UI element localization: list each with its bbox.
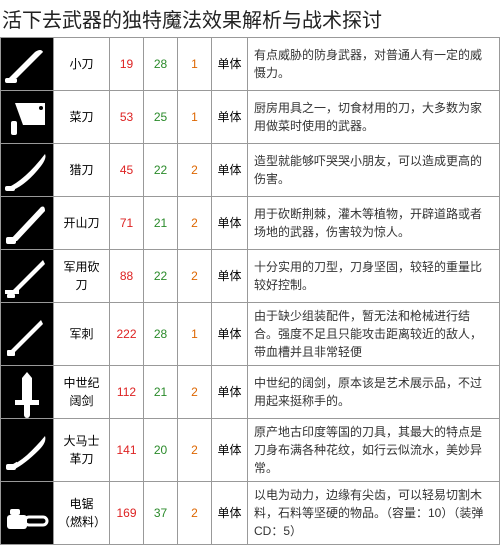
machete-icon [1,197,54,250]
weapon-desc: 原产地古印度等国的刀具，其最大的特点是刀身布满各种花纹，如行云似流水，美妙异常。 [248,419,500,482]
stat-3: 1 [178,91,212,144]
table-row: 军刺222281单体由于缺少组装配件，暂无法和枪械进行结合。强度不足且只能攻击距… [1,303,500,366]
target-type: 单体 [212,419,248,482]
target-type: 单体 [212,38,248,91]
stat-1: 19 [110,38,144,91]
stat-3: 2 [178,419,212,482]
weapon-name: 开山刀 [54,197,110,250]
page-title: 活下去武器的独特魔法效果解析与战术探讨 [0,0,500,37]
stat-2: 28 [144,38,178,91]
weapon-name: 军用砍刀 [54,250,110,303]
target-type: 单体 [212,250,248,303]
weapon-desc: 厨房用具之一，切食材用的刀，大多数为家用做菜时使用的武器。 [248,91,500,144]
weapon-desc: 以电为动力，边缘有尖齿，可以轻易切割木料，石料等坚硬的物品。（容量：10）（装弹… [248,482,500,545]
weapon-name: 猎刀 [54,144,110,197]
cleaver-icon [1,91,54,144]
stat-3: 2 [178,250,212,303]
stat-3: 1 [178,38,212,91]
stat-3: 2 [178,144,212,197]
military-knife-icon [1,250,54,303]
table-row: 菜刀53251单体厨房用具之一，切食材用的刀，大多数为家用做菜时使用的武器。 [1,91,500,144]
damascus-icon [1,419,54,482]
stat-3: 2 [178,482,212,545]
stat-1: 88 [110,250,144,303]
broadsword-icon [1,366,54,419]
stat-1: 141 [110,419,144,482]
stat-2: 37 [144,482,178,545]
weapon-name: 大马士革刀 [54,419,110,482]
target-type: 单体 [212,303,248,366]
table-row: 军用砍刀88222单体十分实用的刀型，刀身坚固，较轻的重量比较好控制。 [1,250,500,303]
stat-3: 1 [178,303,212,366]
weapon-table: 小刀19281单体有点威胁的防身武器，对普通人有一定的威慑力。菜刀53251单体… [0,37,500,545]
knife-small-icon [1,38,54,91]
chainsaw-icon [1,482,54,545]
stat-2: 25 [144,91,178,144]
weapon-name: 菜刀 [54,91,110,144]
weapon-name: 中世纪阔剑 [54,366,110,419]
table-row: 猎刀45222单体造型就能够吓哭哭小朋友，可以造成更高的伤害。 [1,144,500,197]
stat-1: 169 [110,482,144,545]
weapon-desc: 有点威胁的防身武器，对普通人有一定的威慑力。 [248,38,500,91]
stat-1: 71 [110,197,144,250]
target-type: 单体 [212,366,248,419]
weapon-desc: 用于砍断荆棘，灌木等植物，开辟道路或者场地的武器，伤害较为惊人。 [248,197,500,250]
stat-2: 22 [144,250,178,303]
target-type: 单体 [212,197,248,250]
stat-2: 28 [144,303,178,366]
hunting-knife-icon [1,144,54,197]
stat-1: 45 [110,144,144,197]
weapon-desc: 十分实用的刀型，刀身坚固，较轻的重量比较好控制。 [248,250,500,303]
target-type: 单体 [212,91,248,144]
stat-1: 222 [110,303,144,366]
stat-2: 21 [144,197,178,250]
bayonet-icon [1,303,54,366]
stat-3: 2 [178,197,212,250]
weapon-name: 小刀 [54,38,110,91]
table-row: 电锯（燃料）169372单体以电为动力，边缘有尖齿，可以轻易切割木料，石料等坚硬… [1,482,500,545]
weapon-desc: 中世纪的阔剑，原本该是艺术展示品，不过用起来挺称手的。 [248,366,500,419]
weapon-desc: 造型就能够吓哭哭小朋友，可以造成更高的伤害。 [248,144,500,197]
table-row: 开山刀71212单体用于砍断荆棘，灌木等植物，开辟道路或者场地的武器，伤害较为惊… [1,197,500,250]
weapon-name: 电锯（燃料） [54,482,110,545]
table-row: 小刀19281单体有点威胁的防身武器，对普通人有一定的威慑力。 [1,38,500,91]
stat-3: 2 [178,366,212,419]
weapon-name: 军刺 [54,303,110,366]
target-type: 单体 [212,144,248,197]
target-type: 单体 [212,482,248,545]
table-row: 大马士革刀141202单体原产地古印度等国的刀具，其最大的特点是刀身布满各种花纹… [1,419,500,482]
weapon-desc: 由于缺少组装配件，暂无法和枪械进行结合。强度不足且只能攻击距离较近的敌人，带血槽… [248,303,500,366]
stat-2: 22 [144,144,178,197]
stat-1: 53 [110,91,144,144]
stat-1: 112 [110,366,144,419]
stat-2: 21 [144,366,178,419]
stat-2: 20 [144,419,178,482]
table-row: 中世纪阔剑112212单体中世纪的阔剑，原本该是艺术展示品，不过用起来挺称手的。 [1,366,500,419]
